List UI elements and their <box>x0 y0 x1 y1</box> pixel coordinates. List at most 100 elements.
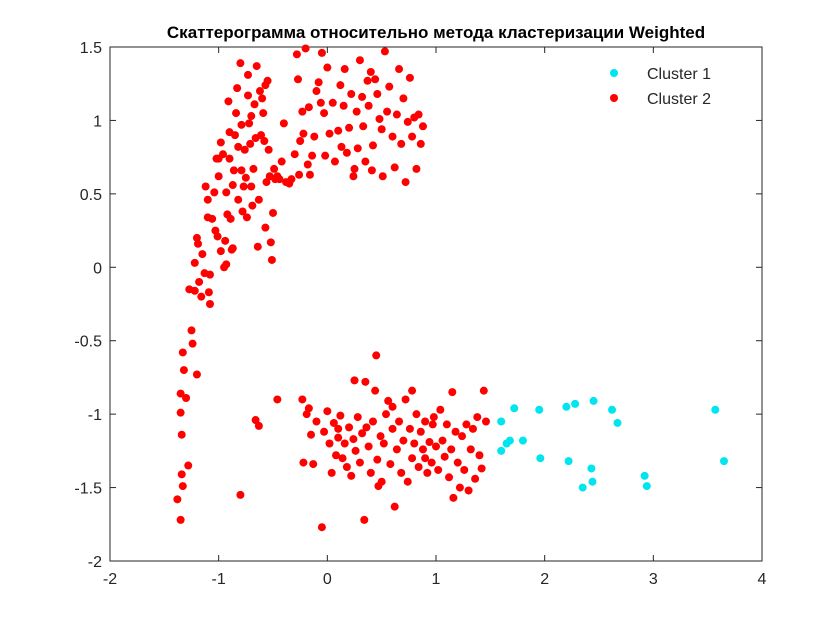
data-point <box>228 244 237 253</box>
data-point <box>392 445 401 454</box>
data-point <box>304 404 313 413</box>
data-point <box>323 63 332 72</box>
data-point <box>425 438 434 447</box>
data-point <box>442 420 451 429</box>
data-point <box>292 50 301 59</box>
data-point <box>305 170 314 179</box>
data-point <box>361 157 370 166</box>
data-point <box>390 502 399 511</box>
data-point <box>408 386 417 395</box>
data-point <box>176 408 185 417</box>
data-point <box>379 439 388 448</box>
y-tick-label: 1.5 <box>80 40 102 57</box>
x-tick-label: 3 <box>649 571 658 588</box>
data-point <box>236 59 245 68</box>
data-point <box>414 110 423 119</box>
data-point <box>410 439 419 448</box>
data-point <box>320 109 329 118</box>
data-point <box>578 483 587 492</box>
data-point <box>719 457 728 466</box>
data-point <box>408 454 417 463</box>
data-point <box>290 150 299 159</box>
data-point <box>230 131 239 140</box>
legend: Cluster 1 Cluster 2 <box>610 66 711 108</box>
data-point <box>334 424 343 433</box>
legend-label: Cluster 1 <box>647 66 711 83</box>
data-point <box>298 395 307 404</box>
data-point <box>176 389 185 398</box>
data-point <box>364 101 373 110</box>
y-tick-label: -0.5 <box>74 334 102 351</box>
data-point <box>342 463 351 472</box>
data-point <box>241 173 250 182</box>
data-point <box>347 471 356 480</box>
data-point <box>608 405 617 414</box>
data-point <box>445 473 454 482</box>
data-point <box>251 416 260 425</box>
data-point <box>449 493 458 502</box>
data-point <box>293 75 302 84</box>
data-point <box>179 366 188 375</box>
data-point <box>336 411 345 420</box>
data-point <box>347 89 356 98</box>
data-point <box>312 87 321 96</box>
data-point <box>351 446 360 455</box>
data-point <box>429 413 438 422</box>
data-point <box>176 515 185 524</box>
data-point <box>182 393 191 402</box>
data-point <box>497 417 506 426</box>
data-point <box>377 477 386 486</box>
data-point <box>375 114 384 123</box>
data-point <box>325 439 334 448</box>
data-point <box>571 399 580 408</box>
data-point <box>194 239 203 248</box>
data-point <box>192 370 201 379</box>
data-point <box>359 122 368 131</box>
data-point <box>388 402 397 411</box>
data-point <box>234 195 243 204</box>
data-point <box>255 87 264 96</box>
data-point <box>364 442 373 451</box>
y-tick-label: -1 <box>88 407 102 424</box>
data-point <box>397 139 406 148</box>
data-point <box>412 410 421 419</box>
data-point <box>247 182 256 191</box>
data-point <box>376 432 385 441</box>
data-point <box>233 84 242 93</box>
data-point <box>477 464 486 473</box>
data-point <box>234 142 243 151</box>
data-point <box>352 107 361 116</box>
data-point <box>371 75 380 84</box>
data-point <box>711 405 720 414</box>
data-point <box>260 136 269 145</box>
x-tick-label: 0 <box>323 571 332 588</box>
data-point <box>250 100 259 109</box>
data-point <box>273 395 282 404</box>
data-point <box>216 138 225 147</box>
data-point <box>405 424 414 433</box>
data-point <box>262 178 271 187</box>
data-point <box>418 445 427 454</box>
data-point <box>345 423 354 432</box>
data-point <box>460 465 469 474</box>
data-point <box>329 418 338 427</box>
data-point <box>421 454 430 463</box>
data-point <box>613 418 622 427</box>
data-point <box>213 232 222 241</box>
data-point <box>316 98 325 107</box>
data-point <box>345 123 354 132</box>
data-point <box>432 442 440 451</box>
data-point <box>301 44 310 53</box>
data-point <box>481 417 490 426</box>
data-point <box>372 351 381 360</box>
data-point <box>222 188 231 197</box>
data-point <box>221 236 230 245</box>
y-tick-label: 1 <box>93 113 102 130</box>
data-point <box>303 160 312 169</box>
data-point <box>418 122 427 131</box>
y-tick-label: 0 <box>93 260 102 277</box>
data-point <box>242 213 251 222</box>
data-point <box>195 277 204 286</box>
data-point <box>177 430 186 439</box>
